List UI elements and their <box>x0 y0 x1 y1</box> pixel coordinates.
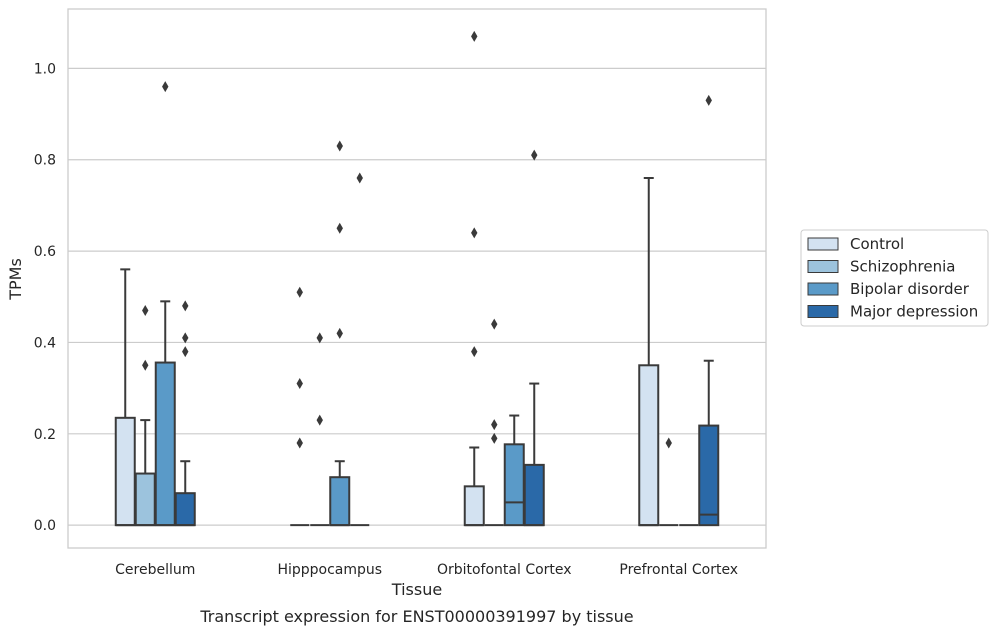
box <box>523 463 545 527</box>
box-group <box>523 149 545 527</box>
x-tick-labels: Cerebellum Hipppocampus Orbitofontal Corte… <box>115 562 738 578</box>
outlier-point <box>336 327 343 339</box>
outlier-point <box>471 346 478 358</box>
box-group <box>503 414 525 527</box>
outlier-point <box>142 304 149 316</box>
box <box>503 443 525 527</box>
box <box>174 492 196 527</box>
outlier-point <box>531 149 538 161</box>
outlier-point <box>491 432 498 444</box>
outlier-point <box>142 359 149 371</box>
box <box>154 361 176 527</box>
box-group <box>659 437 679 527</box>
box <box>463 485 485 527</box>
box-group <box>698 94 720 527</box>
legend-swatch <box>807 282 839 296</box>
legend-label: Bipolar disorder <box>850 280 970 298</box>
y-tick-label: 0.4 <box>34 335 56 351</box>
outlier-point <box>491 318 498 330</box>
outlier-point <box>705 94 712 106</box>
box-group <box>134 304 156 527</box>
outlier-point <box>296 378 303 390</box>
legend-swatch <box>807 237 839 251</box>
box <box>114 416 136 527</box>
legend-frame <box>800 229 989 327</box>
box <box>698 424 720 527</box>
y-tick-labels: 0.0 0.2 0.4 0.6 0.8 1.0 <box>34 61 56 534</box>
legend-label: Major depression <box>850 303 978 321</box>
y-tick-label: 0.8 <box>34 153 56 169</box>
box-group <box>114 268 136 527</box>
x-axis-label: Tissue <box>391 580 442 599</box>
outlier-point <box>182 346 189 358</box>
y-tick-label: 0.2 <box>34 427 56 443</box>
chart-caption: Transcript expression for ENST0000039199… <box>199 607 633 626</box>
legend-swatch <box>807 260 839 273</box>
y-tick-label: 0.0 <box>34 518 56 534</box>
x-tick-label: Hipppocampus <box>277 562 382 578</box>
outlier-point <box>316 414 323 426</box>
outlier-point <box>336 222 343 234</box>
plot-frame <box>67 8 767 549</box>
box-group <box>350 172 370 527</box>
box-group <box>310 332 330 527</box>
legend: Control Schizophrenia Bipolar disorder Majo… <box>800 229 989 327</box>
outlier-point <box>162 81 169 93</box>
outlier-point <box>182 300 189 312</box>
y-tick-label: 0.6 <box>34 244 56 260</box>
box-group <box>174 300 196 527</box>
box-group <box>638 177 660 527</box>
box-group <box>154 81 176 527</box>
outlier-point <box>182 332 189 344</box>
outlier-point <box>471 30 478 42</box>
box <box>134 472 156 527</box>
box-group <box>329 140 351 527</box>
legend-swatch <box>807 305 839 318</box>
x-tick-label: Orbitofontal Cortex <box>437 562 572 578</box>
outlier-point <box>316 332 323 344</box>
box-group <box>484 318 504 527</box>
legend-label: Control <box>850 235 904 253</box>
outlier-point <box>471 227 478 239</box>
outlier-point <box>356 172 363 184</box>
outlier-point <box>491 419 498 431</box>
legend-label: Schizophrenia <box>850 258 955 276</box>
x-tick-label: Cerebellum <box>115 562 195 578</box>
outlier-point <box>296 286 303 298</box>
plot-data <box>114 30 720 527</box>
box <box>638 364 660 527</box>
outlier-point <box>296 437 303 449</box>
box-group <box>290 286 310 527</box>
box <box>329 476 351 527</box>
outlier-point <box>336 140 343 152</box>
y-tick-label: 1.0 <box>34 61 56 77</box>
box-group <box>463 30 485 527</box>
outlier-point <box>665 437 672 449</box>
x-tick-label: Prefrontal Cortex <box>619 562 738 578</box>
y-axis-label: TPMs <box>6 258 25 301</box>
